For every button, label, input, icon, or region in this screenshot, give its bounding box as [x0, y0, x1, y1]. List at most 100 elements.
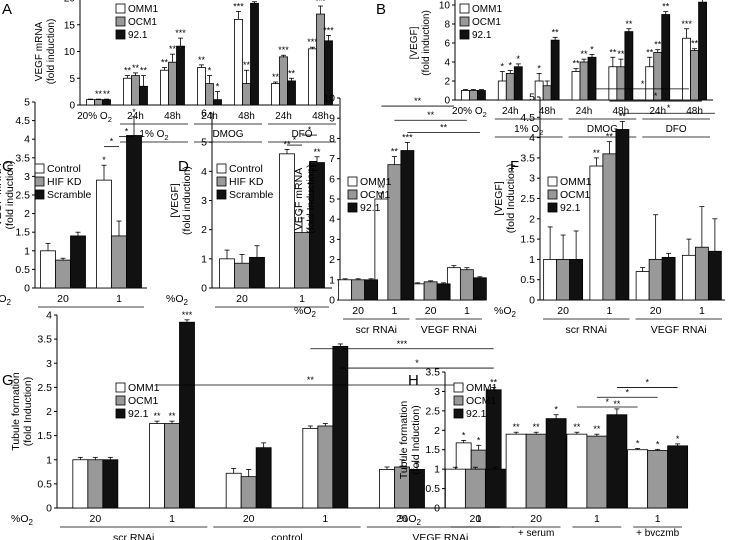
- bar-omm1: [566, 433, 588, 509]
- y-axis-label-line: (fold induction): [4, 161, 16, 230]
- bar-ocm1: [317, 425, 334, 509]
- significance-label: **: [103, 89, 111, 99]
- panel-a: A05101520VEGF mRNA(fold induction)******…: [2, 0, 339, 143]
- group-label-subscript: 2: [539, 128, 543, 137]
- legend-label: OMM1: [472, 4, 502, 15]
- y-axis-label: VEGF mRNA(fold induction): [34, 19, 57, 85]
- significance-label: *: [462, 430, 466, 440]
- significance-label: *: [590, 44, 594, 54]
- y-axis-label: Tubule formation(fold Induction): [398, 401, 422, 480]
- significance-label: **: [619, 111, 627, 121]
- bar-omm1: [505, 433, 527, 509]
- y-tick-label: 0: [201, 283, 207, 295]
- bar-ocm1: [168, 61, 177, 106]
- group-label: 1% O2: [139, 129, 168, 142]
- bar-ocm1: [94, 99, 103, 106]
- legend-label: 92.1: [560, 202, 581, 214]
- legend-label: OMM1: [560, 176, 592, 188]
- significance-label: **: [313, 147, 321, 157]
- bracket-label: ***: [397, 339, 408, 349]
- x-tick-label: 20: [425, 305, 437, 317]
- legend-label: Scramble: [47, 189, 92, 201]
- significance-label: **: [391, 147, 399, 157]
- significance-label: **: [288, 68, 296, 78]
- y-tick-label: 4.5: [520, 112, 535, 124]
- x-tick-label: 1: [699, 305, 705, 317]
- y-tick-label: 1: [434, 464, 440, 476]
- bar-92-1: [667, 445, 689, 509]
- significance-label: **: [168, 411, 176, 421]
- legend-swatch: [453, 382, 464, 393]
- significance-label: **: [533, 422, 541, 432]
- group-label: DMOG: [212, 129, 243, 140]
- x-prefix-label: %O2: [0, 293, 12, 307]
- group-label: VEGF RNAi: [412, 532, 468, 540]
- x-prefix-label: %O2: [494, 305, 517, 319]
- bar-scramble: [70, 235, 86, 289]
- panel-label: E: [308, 158, 318, 175]
- x-tick-label: 48h: [164, 111, 181, 122]
- y-tick-label: 1: [46, 454, 52, 466]
- y-axis-label: [VEGF](fold induction): [409, 10, 432, 76]
- significance-label: **: [593, 148, 601, 158]
- y-axis-label-line: Tubule formation: [10, 372, 22, 451]
- y-tick-label: 4: [444, 58, 450, 69]
- x-tick-label: 20: [57, 293, 69, 305]
- bar-92-1: [484, 468, 506, 509]
- bar-hif-kd: [111, 235, 127, 289]
- bar-ocm1: [464, 468, 486, 509]
- y-tick-label: 1: [529, 254, 535, 266]
- y-tick-label: 4: [46, 310, 52, 322]
- x-tick-label: 48h: [238, 111, 255, 122]
- bar-ocm1: [469, 90, 478, 101]
- bar-92-1: [569, 258, 584, 301]
- bar-92-1: [615, 129, 630, 301]
- significance-label: *: [132, 107, 136, 117]
- x-tick-label: 1: [606, 305, 612, 317]
- bar-scramble: [126, 135, 142, 289]
- significance-label: **: [161, 58, 169, 68]
- bar-92-1: [661, 256, 676, 301]
- y-tick-label: 1: [24, 245, 30, 257]
- y-tick-label: 1.5: [425, 444, 440, 456]
- bar-omm1: [86, 99, 95, 106]
- group-label: scr RNAi: [566, 324, 607, 336]
- y-axis-label-line: (fold Induction): [410, 405, 422, 474]
- bar-omm1: [234, 18, 243, 106]
- bar-omm1: [225, 472, 242, 509]
- significance-label: *: [501, 62, 505, 72]
- significance-label: ***: [323, 25, 334, 35]
- y-axis-label-line: (fold induction): [181, 166, 193, 235]
- y-tick-label: 3: [46, 358, 52, 370]
- bar-omm1: [338, 279, 353, 301]
- y-tick-label: 2: [24, 208, 30, 220]
- y-tick-label: 2: [444, 77, 450, 88]
- bar-ocm1: [690, 50, 699, 101]
- significance-label: **: [613, 399, 621, 409]
- significance-label: **: [169, 44, 177, 54]
- x-tick-label: 20: [557, 305, 569, 317]
- bar-hif-kd: [294, 232, 310, 289]
- bracket-label: **: [427, 110, 435, 120]
- significance-label: **: [283, 139, 291, 149]
- bar-omm1: [681, 254, 696, 301]
- y-tick-label: 3: [434, 386, 440, 398]
- significance-label: **: [140, 66, 148, 76]
- group-label: DFO: [291, 129, 312, 140]
- x-tick-label: 24h: [649, 106, 666, 117]
- bar-omm1: [543, 258, 558, 301]
- panel-label: G: [2, 372, 14, 389]
- group-label: DFO: [666, 124, 687, 135]
- bar-92-1: [287, 80, 296, 106]
- x-prefix-label: %O2: [294, 305, 317, 319]
- significance-label: **: [95, 89, 103, 99]
- bar-92-1: [477, 90, 486, 101]
- x-prefix-subscript: 2: [312, 310, 317, 319]
- legend-swatch: [34, 176, 45, 187]
- significance-label: *: [300, 208, 304, 218]
- y-tick-label: 5: [201, 137, 207, 149]
- legend-swatch: [453, 395, 464, 406]
- legend-swatch: [216, 176, 227, 187]
